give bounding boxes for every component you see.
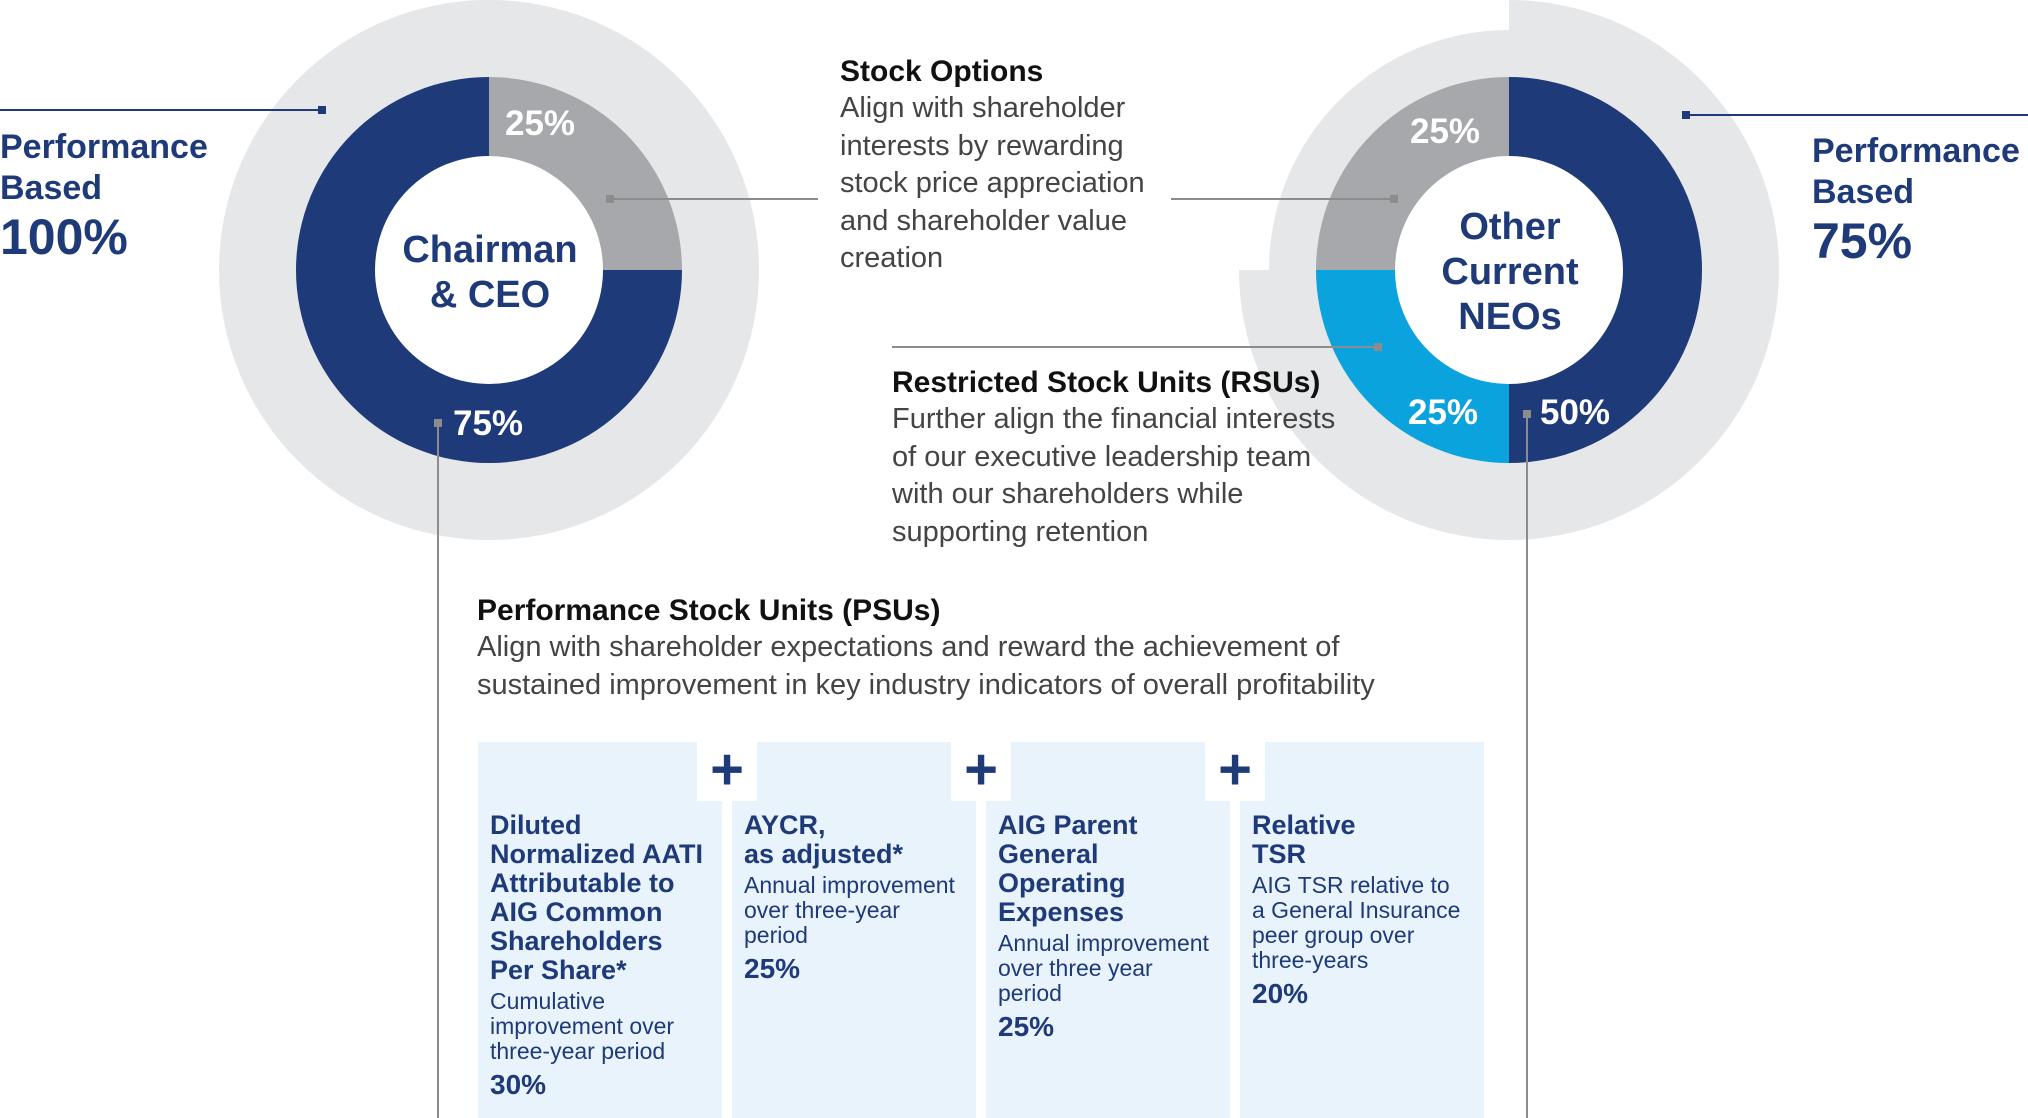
psus-description: Performance Stock Units (PSUs) Align wit…	[477, 593, 1487, 704]
psus-line: sustained improvement in key industry in…	[477, 668, 1375, 701]
rsus-line: Further align the financial interests	[892, 403, 1336, 435]
neo-center-line3: NEOs	[1458, 296, 1562, 338]
stock-options-title: Stock Options	[840, 55, 1044, 88]
ceo-psus-marker	[434, 419, 442, 427]
neo-center-line1: Other	[1459, 206, 1561, 248]
metric-weight: 20%	[1252, 978, 1309, 1009]
metric-box-aycr: AYCR, as adjusted* Annual improvement ov…	[732, 742, 976, 1118]
metric-box-aati: Diluted Normalized AATI Attributable to …	[478, 742, 722, 1118]
ceo-performance-marker	[318, 106, 326, 114]
ceo-center-line2: & CEO	[429, 274, 551, 316]
ceo-performance-based: Performance Based 100%	[0, 127, 208, 265]
metric-desc-line: AIG TSR relative to	[1252, 872, 1450, 898]
stock-options-description: Stock Options Align with shareholder int…	[840, 54, 1170, 278]
stock-options-marker-right	[1390, 195, 1398, 203]
neo-center-label: Other Current NEOs	[1395, 205, 1625, 340]
metric-title-line: General	[998, 839, 1099, 869]
ceo-performance-label-line2: Based	[0, 169, 103, 207]
metric-desc-line: peer group over	[1252, 922, 1415, 948]
metric-desc-line: a General Insurance	[1252, 897, 1461, 923]
neo-center-line2: Current	[1441, 251, 1579, 293]
metric-title-line: Per Share*	[490, 955, 627, 985]
neo-label-psus: 50%	[1540, 393, 1611, 432]
neo-label-stock-options: 25%	[1410, 112, 1481, 151]
metric-desc-line: period	[744, 922, 808, 948]
metric-desc-line: Annual improvement	[744, 872, 955, 898]
neo-performance-marker	[1682, 111, 1690, 119]
plus-icon: +	[1205, 741, 1265, 801]
neo-center-circle	[1395, 156, 1623, 384]
metric-title-line: Expenses	[998, 897, 1125, 927]
metric-title-line: AYCR,	[744, 810, 826, 840]
metric-desc-line: Cumulative	[490, 988, 606, 1014]
stock-options-line: creation	[840, 242, 944, 274]
stock-options-line: Align with shareholder	[840, 92, 1126, 124]
rsus-description: Restricted Stock Units (RSUs) Further al…	[892, 365, 1412, 551]
metric-title-line: as adjusted*	[744, 839, 904, 869]
metric-desc-line: over three year	[998, 955, 1153, 981]
metric-desc-line: over three-year	[744, 897, 900, 923]
ceo-donut	[219, 0, 759, 540]
rsus-line: supporting retention	[892, 515, 1149, 548]
metric-desc-line: improvement over	[490, 1013, 675, 1039]
metric-title-line: Normalized AATI	[490, 839, 704, 869]
metric-title-line: Operating	[998, 868, 1126, 898]
metric-desc-line: period	[998, 980, 1062, 1006]
stock-options-line: interests by rewarding	[840, 129, 1124, 162]
neo-psus-marker	[1523, 410, 1531, 418]
metric-box-expenses: AIG Parent General Operating Expenses An…	[986, 742, 1230, 1118]
ceo-performance-value: 100%	[0, 209, 128, 265]
stock-options-line: stock price appreciation	[840, 167, 1145, 199]
metric-title-line: AIG Parent	[998, 810, 1138, 840]
ceo-performance-label-line1: Performance	[0, 128, 208, 166]
rsus-line: of our executive leadership team	[892, 440, 1312, 473]
metric-title-line: Diluted	[490, 810, 582, 840]
metric-title-line: AIG Common	[490, 897, 663, 927]
ceo-center-line1: Chairman	[402, 229, 578, 271]
metric-title-line: Attributable to	[490, 868, 675, 898]
psus-title: Performance Stock Units (PSUs)	[477, 594, 941, 627]
metric-desc-line: three-years	[1252, 947, 1369, 973]
metric-title-line: TSR	[1252, 839, 1306, 869]
metric-desc-line: Annual improvement	[998, 930, 1209, 956]
metric-weight: 25%	[998, 1011, 1055, 1042]
ceo-label-psus: 75%	[453, 404, 524, 443]
psus-line: Align with shareholder expectations and …	[477, 631, 1340, 663]
plus-icon: +	[697, 741, 757, 801]
neo-performance-label-line2: Based	[1812, 173, 1915, 211]
ceo-center-circle	[375, 156, 603, 384]
ceo-label-stock-options: 25%	[505, 104, 576, 143]
metric-title-line: Relative	[1252, 810, 1356, 840]
rsus-title: Restricted Stock Units (RSUs)	[892, 366, 1321, 399]
stock-options-marker-left	[606, 195, 614, 203]
metric-title-line: Shareholders	[490, 926, 663, 956]
metric-weight: 30%	[490, 1069, 547, 1100]
neo-performance-value: 75%	[1812, 213, 1913, 269]
ceo-center-label: Chairman & CEO	[375, 228, 605, 318]
stock-options-line: and shareholder value	[840, 204, 1127, 237]
neo-label-rsus: 25%	[1408, 393, 1479, 432]
metric-weight: 25%	[744, 953, 801, 984]
metric-box-tsr: Relative TSR AIG TSR relative to a Gener…	[1240, 742, 1484, 1118]
neo-donut	[1239, 0, 1779, 540]
neo-performance-label-line1: Performance	[1812, 132, 2020, 170]
metric-desc-line: three-year period	[490, 1038, 666, 1064]
rsus-marker	[1374, 343, 1382, 351]
rsus-line: with our shareholders while	[892, 478, 1244, 510]
neo-performance-based: Performance Based 75%	[1812, 131, 2020, 269]
plus-icon: +	[951, 741, 1011, 801]
